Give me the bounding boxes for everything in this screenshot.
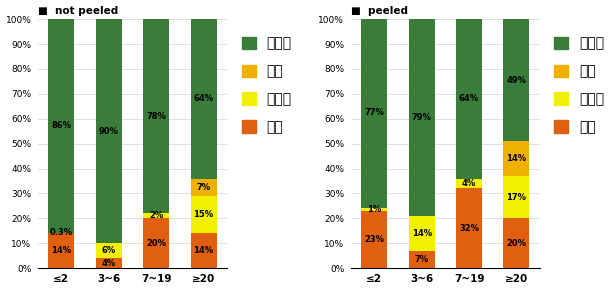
Text: 15%: 15%: [193, 210, 214, 219]
Text: 2%: 2%: [149, 211, 163, 220]
Bar: [456, 188, 482, 268]
Bar: [361, 17, 387, 209]
Bar: [95, 258, 122, 268]
Text: 64%: 64%: [459, 94, 479, 103]
Bar: [95, 243, 122, 258]
Bar: [408, 216, 435, 251]
Bar: [190, 233, 217, 268]
Text: 77%: 77%: [364, 108, 384, 117]
Text: 23%: 23%: [364, 235, 384, 244]
Bar: [503, 141, 529, 176]
Text: 79%: 79%: [411, 113, 432, 122]
Bar: [190, 196, 217, 233]
Bar: [408, 251, 435, 268]
Bar: [143, 19, 169, 213]
Text: 4%: 4%: [462, 179, 476, 188]
Text: 1%: 1%: [367, 205, 381, 214]
Text: 0.3%: 0.3%: [50, 229, 73, 238]
Text: 14%: 14%: [193, 246, 214, 255]
Bar: [456, 179, 482, 188]
Bar: [503, 218, 529, 268]
Text: 78%: 78%: [146, 112, 166, 121]
Text: ■  peeled: ■ peeled: [351, 6, 408, 16]
Legend: 도라지, 더덕, 산양삼, 언삼: 도라지, 더덕, 산양삼, 언삼: [236, 31, 298, 140]
Bar: [95, 19, 122, 243]
Text: 17%: 17%: [506, 193, 527, 202]
Bar: [456, 19, 482, 179]
Legend: 도라지, 더덕, 산양삼, 언삼: 도라지, 더덕, 산양삼, 언삼: [549, 31, 610, 140]
Bar: [143, 218, 169, 268]
Text: 49%: 49%: [506, 76, 527, 85]
Bar: [503, 176, 529, 218]
Text: 4%: 4%: [102, 259, 116, 268]
Bar: [361, 209, 387, 211]
Text: 7%: 7%: [197, 183, 211, 192]
Bar: [190, 19, 217, 179]
Text: 6%: 6%: [102, 246, 116, 255]
Bar: [190, 179, 217, 196]
Text: 14%: 14%: [51, 246, 71, 255]
Text: 14%: 14%: [506, 154, 527, 163]
Bar: [408, 19, 435, 216]
Text: 64%: 64%: [193, 94, 214, 103]
Text: ■  not peeled: ■ not peeled: [38, 6, 118, 16]
Bar: [361, 211, 387, 268]
Bar: [48, 18, 75, 233]
Bar: [503, 19, 529, 141]
Text: 90%: 90%: [99, 127, 119, 136]
Text: 20%: 20%: [146, 239, 166, 248]
Text: 86%: 86%: [51, 121, 71, 130]
Bar: [143, 213, 169, 218]
Text: 20%: 20%: [506, 239, 527, 248]
Text: 32%: 32%: [459, 224, 479, 233]
Text: 14%: 14%: [411, 229, 432, 238]
Text: 7%: 7%: [415, 255, 429, 264]
Bar: [48, 233, 75, 268]
